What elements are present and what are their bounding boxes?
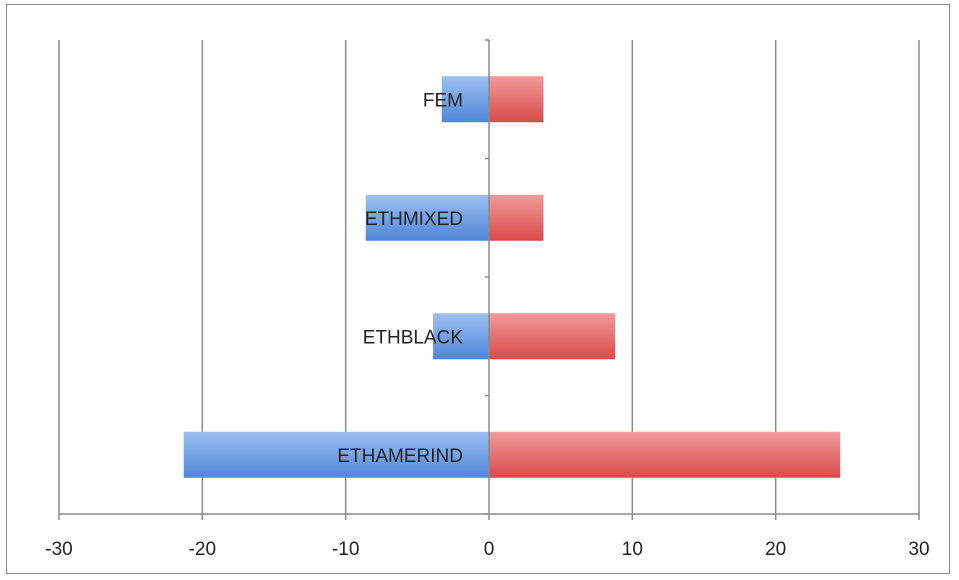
category-label: FEM xyxy=(423,90,463,111)
x-tick-label: -20 xyxy=(189,539,216,560)
x-tick-label: -10 xyxy=(332,539,359,560)
x-tick-label: 10 xyxy=(622,539,643,560)
category-label: ETHBLACK xyxy=(363,327,464,348)
category-label: ETHAMERIND xyxy=(337,446,463,467)
x-tick-label: -30 xyxy=(45,539,72,560)
x-tick-label: 0 xyxy=(484,539,495,560)
x-tick-label: 20 xyxy=(765,539,786,560)
bar-fem-series-1 xyxy=(441,76,489,123)
bar-ethblack-series-2 xyxy=(489,313,616,360)
bar-ethmixed-series-2 xyxy=(489,194,544,241)
x-tick-label: 30 xyxy=(908,539,929,560)
bar-ethblack-series-1 xyxy=(433,313,489,360)
bar-ethamerind-series-1 xyxy=(183,431,489,478)
bar-ethmixed-series-1 xyxy=(365,194,489,241)
bar-fem-series-2 xyxy=(489,76,544,123)
bar-ethamerind-series-2 xyxy=(489,431,841,478)
category-label: ETHMIXED xyxy=(365,209,463,230)
